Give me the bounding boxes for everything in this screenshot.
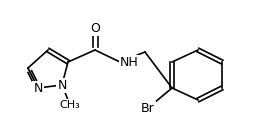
Text: O: O — [90, 22, 100, 34]
Text: CH₃: CH₃ — [60, 100, 80, 110]
Text: N: N — [33, 81, 43, 94]
Text: Br: Br — [141, 102, 155, 115]
Text: NH: NH — [120, 55, 139, 68]
Text: N: N — [57, 79, 67, 92]
